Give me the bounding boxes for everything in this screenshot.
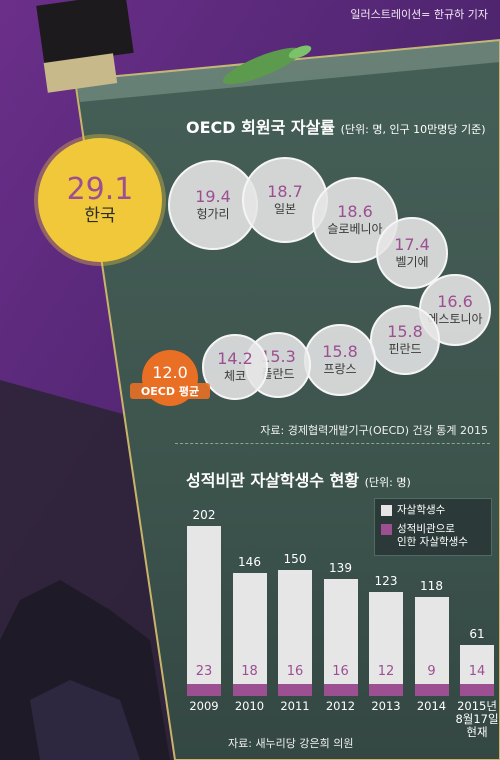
bar-grades-label: 23: [195, 664, 213, 679]
bubble-value: 16.6: [437, 292, 473, 311]
bar-category-label: 2009: [189, 699, 219, 713]
legend-swatch-total: [381, 505, 392, 516]
bar-grades: [323, 684, 358, 696]
bar-grades: [278, 684, 312, 696]
bubble-value: 29.1: [66, 171, 134, 207]
legend-swatch-grades: [381, 524, 392, 536]
legend-item-total: 자살학생수: [381, 504, 485, 517]
bar-chart-legend: 자살학생수 성적비관으로 인한 자살학생수: [374, 498, 492, 556]
bar-grades-label: 18: [241, 664, 258, 679]
bubble-label: 에스토니아: [427, 311, 483, 326]
bar-total-label: 61: [469, 626, 485, 641]
bubble-label: OECD 평균: [130, 383, 210, 399]
bar-grades: [460, 684, 494, 696]
bubble-label: 핀란드: [388, 341, 422, 356]
bubble-value: 15.8: [322, 342, 358, 361]
bar-chart-source: 자료: 새누리당 강은희 의원: [228, 737, 354, 750]
bubble-chart-title-text: OECD 회원국 자살률: [186, 118, 336, 137]
legend-label-grades: 성적비관으로 인한 자살학생수: [397, 523, 468, 549]
bubble-chart-unit: (단위: 명, 인구 10만명당 기준): [340, 123, 486, 136]
bubble-6: 16.6 에스토니아: [419, 274, 491, 346]
bubble-8: 15.8 프랑스: [304, 324, 376, 396]
bubble-7: 15.8 핀란드: [370, 305, 440, 375]
bar-grades-label: 12: [377, 664, 395, 679]
bar-grades: [414, 684, 449, 696]
bar-grades: [232, 684, 267, 696]
bar-category-label: 2015년 8월17일 현재: [455, 699, 499, 740]
bubble-value: 12.0: [152, 362, 188, 382]
bar-chart-title: 성적비관 자살학생수 현황 (단위: 명): [186, 467, 411, 491]
bubble-value: 17.4: [394, 235, 430, 254]
bar-category-label: 2013: [371, 699, 401, 713]
bar-category-label: 2011: [280, 699, 310, 713]
bubble-5: 17.4 벨기에: [376, 217, 448, 289]
bar-category-label: 2012: [325, 699, 356, 713]
bar-total-label: 123: [374, 574, 398, 589]
bar-total: [323, 579, 358, 696]
bar-category-label: 2014: [416, 699, 447, 713]
bar-grades: [187, 684, 221, 696]
bubble-label: 프랑스: [323, 361, 357, 376]
bubble-label: 한국: [84, 206, 116, 227]
bubble-value: 15.8: [387, 322, 423, 341]
bar-total-label: 202: [192, 508, 216, 522]
bar-grades: [369, 684, 403, 696]
bar-grades-label: 16: [332, 664, 349, 679]
bubble-label: 일본: [273, 201, 297, 216]
legend-item-grades: 성적비관으로 인한 자살학생수: [381, 523, 485, 549]
bar-total: [369, 592, 403, 696]
bubble-4: 18.6 슬로베니아: [312, 177, 398, 263]
bubble-value: 14.2: [217, 349, 253, 368]
bar-category-label: 2010: [234, 699, 265, 713]
legend-label-total: 자살학생수: [397, 504, 446, 516]
bubble-10: 14.2 체코: [202, 334, 268, 400]
bar-total-label: 118: [420, 578, 443, 593]
bubble-1: 29.1 한국: [38, 138, 162, 262]
bar-grades-label: 9: [427, 664, 436, 679]
bar-total: [232, 573, 267, 696]
bar-chart-unit: (단위: 명): [364, 476, 411, 489]
bubble-value: 15.3: [260, 347, 296, 366]
bar-total: [414, 596, 449, 696]
illustration-credit: 일러스트레이션= 한규하 기자: [350, 8, 488, 21]
bubble-label: 벨기에: [395, 254, 429, 269]
bubble-chart-source: 자료: 경제협력개발기구(OECD) 건강 통계 2015: [260, 424, 488, 437]
bar-total-label: 146: [238, 555, 261, 570]
bubble-label: 폴란드: [261, 366, 295, 381]
bubble-label: 체코: [223, 368, 247, 383]
bubble-value: 18.7: [267, 182, 303, 201]
bar-total: [278, 569, 312, 696]
bubble-label: 헝가리: [196, 206, 230, 221]
bar-grades-label: 16: [286, 664, 304, 679]
bubble-value: 19.4: [195, 187, 231, 206]
bar-grades-label: 14: [468, 664, 486, 679]
bubble-chart-title: OECD 회원국 자살률 (단위: 명, 인구 10만명당 기준): [186, 114, 486, 138]
bubble-label: 슬로베니아: [327, 221, 383, 236]
bubble-value: 18.6: [337, 202, 373, 221]
bar-chart-title-text: 성적비관 자살학생수 현황: [186, 471, 360, 490]
bar-total-label: 150: [283, 551, 307, 566]
bar-total: [187, 526, 221, 696]
bar-total-label: 139: [329, 561, 352, 576]
section-divider: [175, 443, 490, 444]
